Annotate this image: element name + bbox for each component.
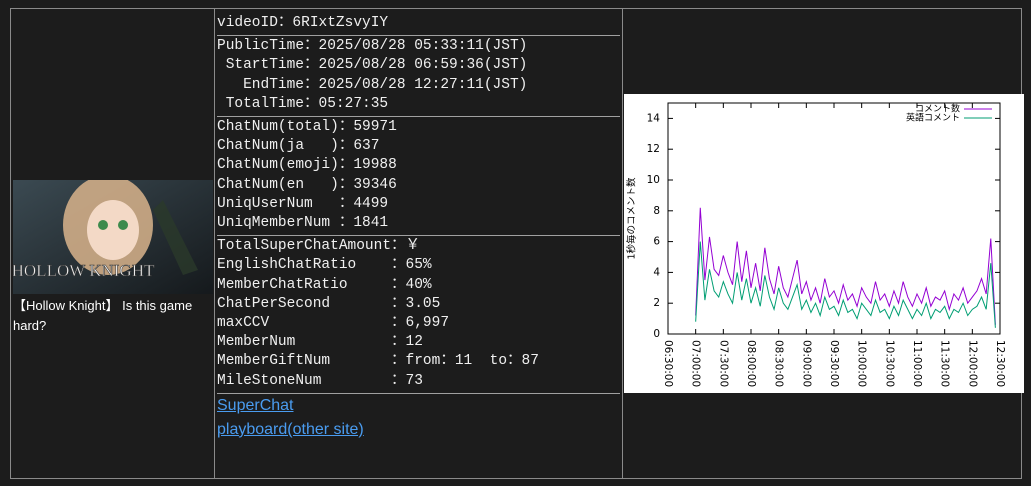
stat-label: maxCCV ： — [217, 315, 406, 332]
stat-value: 2025/08/28 05:33:11(JST) — [318, 38, 528, 55]
legend-label: コメント数 — [915, 103, 960, 115]
stat-label: PublicTime： — [217, 38, 319, 55]
x-tick-label: 08:00:00 — [745, 340, 757, 387]
stat-value: 40% — [405, 276, 432, 293]
chart-cell: 0 2 4 6 8 10 12 14 06:30:00 07:00:00 07:30:00 08:00… — [622, 8, 1024, 479]
thumbnail: HOLLOW KNIGHT — [13, 180, 213, 294]
stats: videoID： 6RIxtZsvyIY PublicTime： 2025/08/28… — [217, 13, 620, 442]
stats-cell: videoID： 6RIxtZsvyIY PublicTime： 2025/08/28… — [214, 8, 623, 479]
chart-background — [624, 94, 1024, 393]
stat-value: 637 — [353, 138, 380, 155]
stat-value: 6RIxtZsvyIY — [292, 15, 389, 31]
stats-section: videoID： 6RIxtZsvyIY — [217, 13, 620, 37]
stat-label: videoID： — [217, 15, 293, 31]
stats-section: PublicTime： 2025/08/28 05:33:11(JST) Start… — [217, 36, 620, 118]
stat-value: 3.05 — [405, 295, 441, 312]
plot-frame — [667, 102, 1001, 335]
stat-value: 19988 — [353, 157, 397, 174]
y-tick-label: 2 — [653, 297, 660, 309]
x-tick-label: 06:30:00 — [662, 340, 674, 387]
y-tick-label: 8 — [653, 205, 660, 217]
stat-value: 2025/08/28 06:59:36(JST) — [318, 57, 528, 74]
stat-value: from：11 to：87 — [405, 353, 539, 370]
x-tick-label: 12:30:00 — [994, 340, 1006, 387]
stats-section: TotalSuperChatAmount： ￥ EnglishChatRatio ：… — [217, 236, 620, 394]
x-tick-label: 12:00:00 — [966, 340, 978, 387]
stat-value: 59971 — [353, 119, 397, 136]
link[interactable]: SuperChat — [217, 396, 294, 414]
y-tick-label: 10 — [647, 174, 660, 186]
stat-label: StartTime： — [225, 57, 319, 74]
y-tick-label: 12 — [647, 143, 660, 155]
x-tick-label: 11:30:00 — [939, 340, 951, 387]
series-line — [695, 207, 996, 325]
x-tick-label: 08:30:00 — [773, 340, 785, 387]
stat-value: 2025/08/28 12:27:11(JST) — [318, 76, 528, 93]
stat-value: 65% — [405, 257, 432, 274]
y-tick-label: 14 — [647, 112, 661, 124]
stat-label: ChatPerSecond ： — [217, 295, 406, 312]
stat-label: UniqMemberNum ： — [217, 215, 354, 232]
x-tick-label: 07:30:00 — [717, 340, 729, 387]
stat-label: ChatNum(emoji)： — [217, 157, 354, 174]
x-tick-label: 10:00:00 — [856, 340, 868, 387]
x-tick-label: 09:30:00 — [828, 340, 840, 387]
y-tick-label: 0 — [653, 328, 660, 340]
stat-label: UniqUserNum ： — [217, 195, 354, 212]
y-tick-label: 6 — [653, 236, 660, 248]
thumbnail-cell: HOLLOW KNIGHT 【Hollow Knight】 Is this ga… — [10, 8, 215, 479]
stats-section: ChatNum(total)： 59971 ChatNum(ja )： 637 Chat… — [217, 117, 620, 237]
stat-value: 39346 — [353, 176, 397, 193]
stat-value: 1841 — [353, 215, 389, 232]
chart: 0 2 4 6 8 10 12 14 06:30:00 07:00:00 07:30:00 08:00… — [624, 94, 1024, 393]
stat-label: MemberNum ： — [217, 334, 406, 351]
stat-label: TotalTime： — [225, 95, 319, 112]
series-line — [695, 241, 996, 328]
video-title: 【Hollow Knight】 Is this game hard? — [13, 298, 193, 333]
stat-label: MemberChatRatio ： — [217, 276, 406, 293]
stat-value: 6,997 — [405, 315, 450, 332]
thumbnail-logo: HOLLOW KNIGHT — [13, 261, 155, 280]
y-axis-title: 1秒毎のコメント数 — [626, 177, 638, 260]
stat-value: 73 — [405, 372, 423, 389]
stat-label: TotalSuperChatAmount： — [217, 238, 406, 255]
stat-label: ChatNum(en )： — [217, 176, 354, 193]
stat-label: MileStoneNum ： — [217, 372, 406, 389]
stat-label: ChatNum(total)： — [217, 119, 354, 136]
link[interactable]: playboard(other site) — [217, 420, 364, 438]
y-tick-label: 4 — [653, 266, 660, 278]
stat-value: ￥ — [405, 238, 421, 255]
stat-value: 12 — [405, 334, 423, 351]
stat-label: MemberGiftNum ： — [217, 353, 406, 370]
stat-label: EndTime： — [243, 76, 319, 93]
stat-label: EnglishChatRatio ： — [217, 257, 406, 274]
stat-value: 4499 — [353, 195, 389, 212]
x-tick-label: 07:00:00 — [690, 340, 702, 387]
stat-value: 05:27:35 — [318, 95, 389, 112]
x-tick-label: 11:00:00 — [911, 340, 923, 387]
legend-label: 英語コメント — [906, 112, 960, 124]
x-tick-label: 10:30:00 — [883, 340, 895, 387]
x-tick-label: 09:00:00 — [800, 340, 812, 387]
stat-label: ChatNum(ja )： — [217, 138, 354, 155]
